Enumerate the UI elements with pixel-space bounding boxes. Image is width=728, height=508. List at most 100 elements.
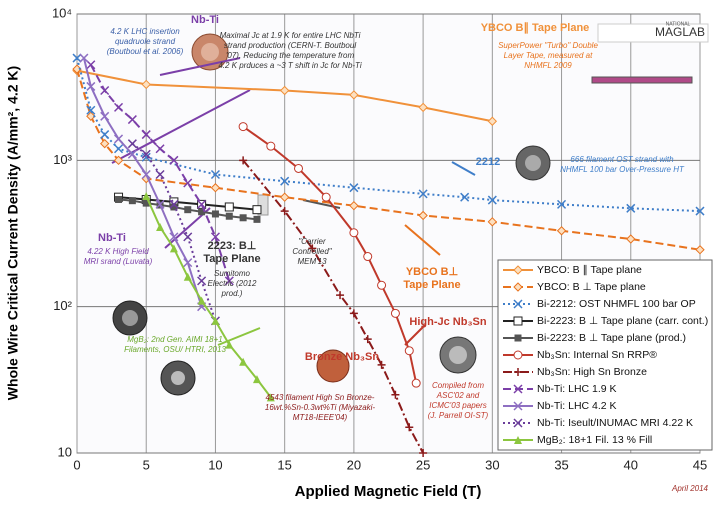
annotation: Filaments, OSU/ HTRI, 2013 [124, 345, 226, 354]
marker [349, 200, 359, 211]
annotation: "Carrier [298, 237, 326, 246]
marker [377, 280, 387, 290]
annotation: Tape Plane [203, 253, 260, 265]
marker [294, 163, 304, 173]
marker [128, 197, 136, 205]
annotation: MEM'13 [297, 257, 327, 266]
marker [210, 183, 221, 193]
annotation: 4.2 K LHC insertion [110, 27, 180, 36]
y-tick-label: 10 [58, 444, 72, 459]
marker [100, 85, 110, 96]
series [142, 192, 275, 402]
tape-image [591, 76, 693, 84]
series-layer [72, 53, 705, 457]
marker [169, 244, 178, 253]
marker [487, 217, 498, 227]
annotation: (J. Parrell OI-ST) [428, 411, 489, 420]
marker [349, 309, 358, 318]
annotation: Bronze Nb₃Sn [305, 351, 379, 363]
annotation: 2223: B⊥ [208, 240, 257, 252]
marker [487, 116, 498, 126]
marker [155, 199, 165, 209]
strand-image [449, 346, 467, 364]
annotation: prod.) [221, 289, 243, 298]
annotation: Compiled from [432, 381, 484, 390]
marker [197, 276, 207, 286]
marker [210, 169, 220, 180]
x-tick-label: 10 [208, 457, 222, 472]
marker [86, 105, 96, 115]
annotation: April 2014 [671, 484, 709, 493]
marker [279, 85, 290, 96]
marker [377, 360, 386, 369]
marker [184, 206, 192, 214]
x-tick-label: 5 [143, 457, 150, 472]
marker [349, 183, 359, 193]
annotation: quadruole strand [115, 37, 176, 46]
marker [514, 368, 522, 376]
marker [225, 340, 234, 349]
marker [183, 232, 193, 242]
marker [391, 390, 400, 399]
marker [239, 214, 247, 222]
y-axis-label: Whole Wire Critical Current Density (A/m… [5, 66, 21, 400]
cross-sections [112, 33, 693, 396]
marker [514, 334, 522, 342]
marker [266, 393, 275, 402]
line [118, 196, 258, 211]
series [72, 53, 705, 216]
annotation: Nb-Ti [191, 14, 219, 26]
annotation: Maximal Jc at 1.9 K for entire LHC NbTi [220, 31, 361, 40]
series [238, 122, 421, 388]
annotation: Tape Plane [403, 279, 460, 291]
marker [115, 195, 123, 203]
marker [113, 155, 124, 166]
marker [513, 299, 523, 309]
logo-text: MAGLAB [655, 25, 705, 39]
marker [363, 252, 373, 262]
marker [308, 244, 317, 253]
marker [513, 418, 523, 428]
marker [514, 436, 522, 444]
legend-label: YBCO: B ⊥ Tape plane [537, 281, 646, 293]
series [72, 65, 498, 126]
x-tick-label: 25 [416, 457, 430, 472]
marker [513, 282, 523, 292]
strand-image [171, 371, 185, 385]
marker [336, 291, 345, 300]
annotation: Nb-Ti [98, 232, 126, 244]
series [86, 60, 234, 286]
marker [155, 169, 165, 180]
marker [280, 176, 290, 186]
marker [349, 90, 359, 100]
marker [460, 192, 470, 202]
marker [211, 316, 220, 325]
annotation: ASC'02 and [436, 391, 480, 400]
marker [266, 141, 276, 151]
marker [86, 81, 96, 91]
y-tick-label: 10⁴ [52, 5, 72, 20]
line [242, 159, 424, 454]
strand-image [316, 349, 350, 383]
x-tick-label: 15 [277, 457, 291, 472]
annotation: 2212 [476, 156, 500, 168]
marker [197, 296, 206, 305]
annotation: '07). Reducing the temperature from [226, 51, 355, 60]
annotation: 4.2 K prduces a ~3 T shift in Jc for Nb-… [218, 61, 362, 70]
marker [183, 178, 193, 188]
marker [252, 375, 261, 384]
marker [513, 384, 523, 394]
marker [390, 308, 400, 318]
annotation: Controlled" [292, 247, 332, 256]
marker [557, 199, 567, 209]
marker [86, 111, 96, 121]
x-tick-label: 45 [693, 457, 707, 472]
marker [72, 53, 82, 63]
legend [497, 259, 713, 451]
annotation: 666 filament OST strand with [570, 155, 674, 164]
marker [419, 449, 428, 457]
marker [695, 245, 705, 255]
arrow [217, 327, 261, 346]
marker [252, 205, 262, 215]
